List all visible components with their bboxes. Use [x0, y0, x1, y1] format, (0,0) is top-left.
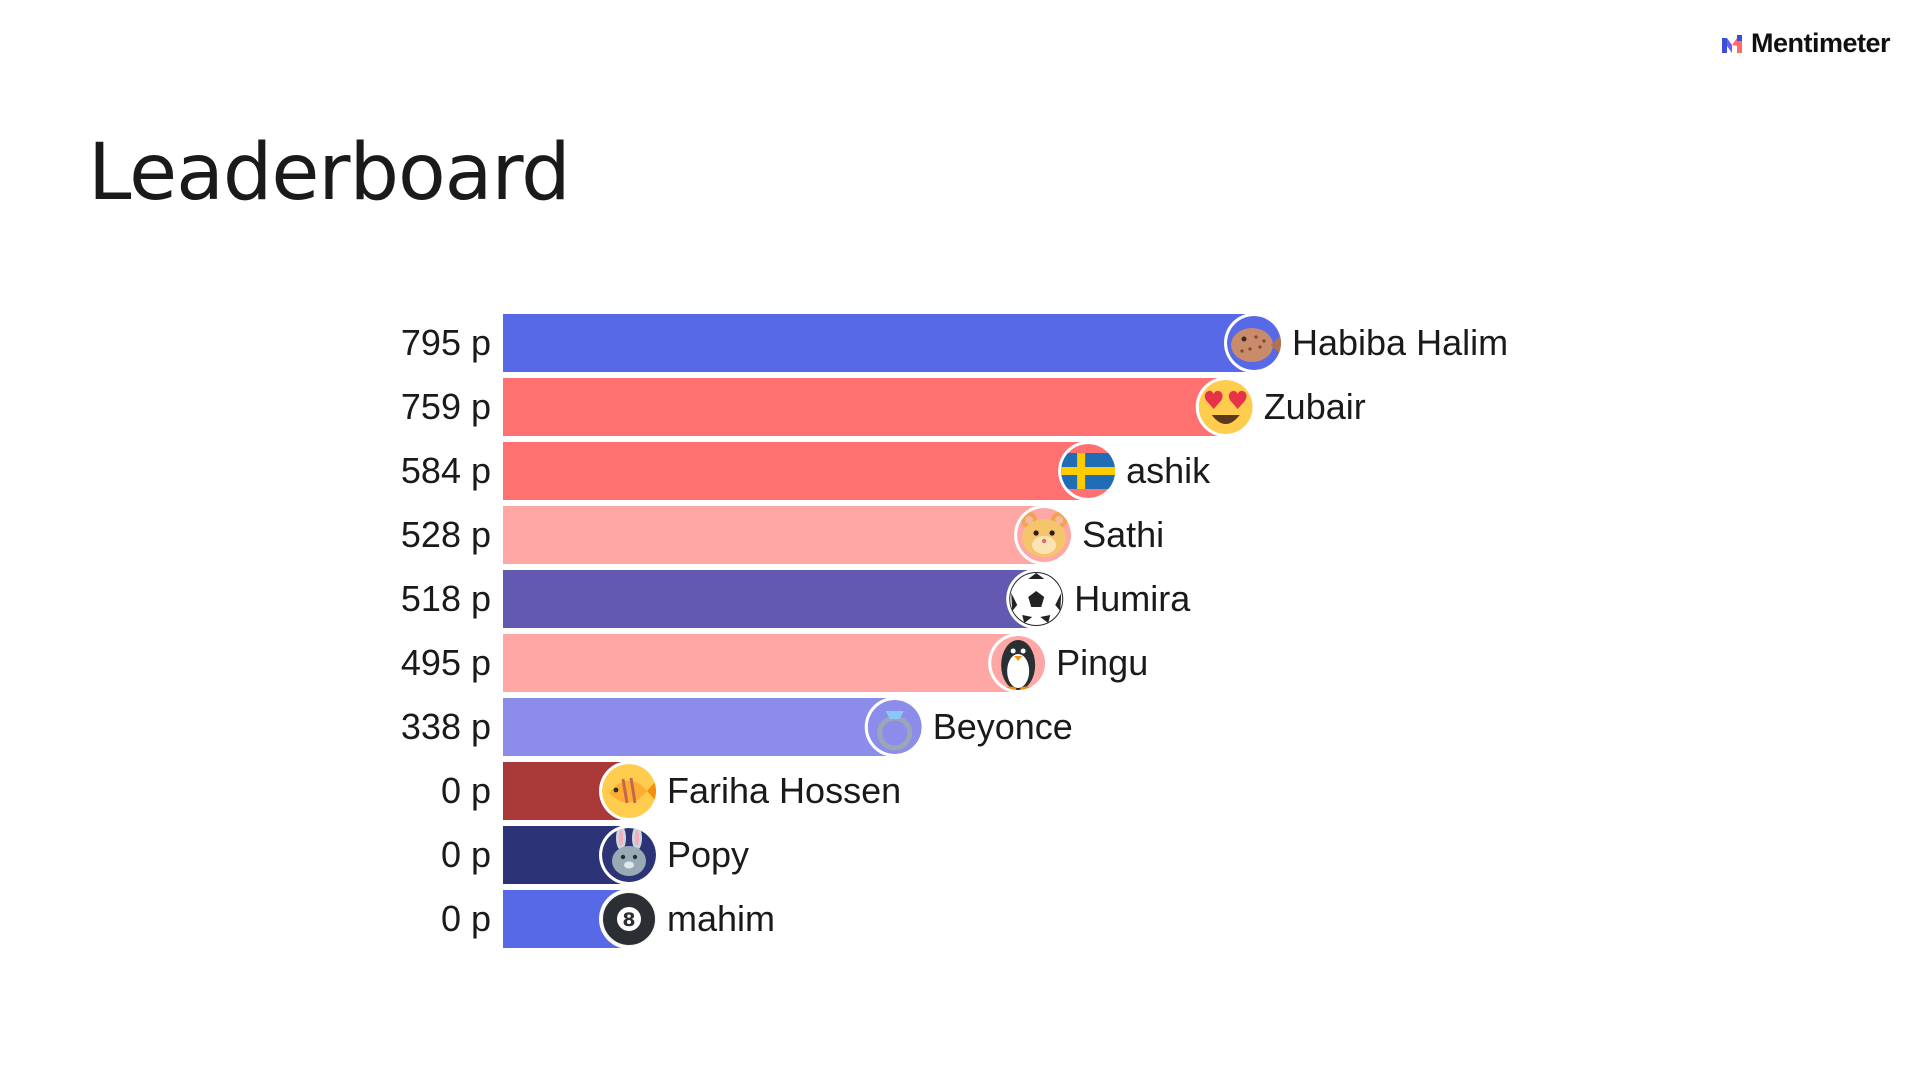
score-label: 518 p — [401, 578, 491, 619]
soccer-ball-icon — [1006, 569, 1067, 629]
score-label: 495 p — [401, 642, 491, 683]
participant-name: Zubair — [1264, 386, 1366, 427]
participant-name: Beyonce — [933, 706, 1073, 747]
participant-name: ashik — [1126, 450, 1211, 491]
score-label: 0 p — [441, 770, 491, 811]
participant-name: Pingu — [1056, 642, 1148, 683]
leaderboard-row: 0 p Fariha Hossen — [441, 761, 901, 821]
leaderboard-row: 0 p Popy — [441, 825, 749, 885]
score-bar — [503, 314, 1260, 372]
leaderboard-row: 518 p Humira — [401, 569, 1191, 629]
mentimeter-logo-icon — [1721, 34, 1742, 53]
score-label: 759 p — [401, 386, 491, 427]
hamster-icon — [1014, 505, 1075, 565]
brand: Mentimeter — [1721, 28, 1891, 59]
score-bar — [503, 378, 1232, 436]
penguin-icon — [988, 633, 1049, 693]
leaderboard-row: 584 p ashik — [401, 441, 1211, 501]
sweden-flag-icon — [1058, 441, 1119, 501]
brand-name: Mentimeter — [1750, 28, 1891, 58]
participant-name: Sathi — [1082, 514, 1164, 555]
participant-name: Popy — [667, 834, 749, 875]
participant-name: Habiba Halim — [1292, 322, 1508, 363]
score-label: 338 p — [401, 706, 491, 747]
leaderboard-row: 495 p Pingu — [401, 633, 1148, 693]
score-bar — [503, 634, 1025, 692]
heart-eyes-icon — [1195, 377, 1256, 437]
rabbit-icon — [599, 825, 659, 885]
leaderboard-row: 795 p Habiba Halim — [401, 313, 1508, 373]
score-label: 0 p — [441, 834, 491, 875]
leaderboard-row: 528 p Sathi — [401, 505, 1164, 565]
tropical-fish-icon — [599, 761, 659, 821]
participant-name: mahim — [667, 898, 775, 939]
score-bar — [503, 570, 1043, 628]
leaderboard-row: 759 p Zubair — [401, 377, 1366, 437]
page-title: Leaderboard — [88, 128, 571, 218]
pufferfish-icon — [1224, 313, 1284, 373]
eight-ball-icon: 8 — [599, 889, 659, 949]
score-bar — [503, 442, 1095, 500]
svg-text:8: 8 — [622, 909, 635, 931]
score-label: 0 p — [441, 898, 491, 939]
leaderboard-row: 0 p 8 mahim — [441, 889, 775, 949]
participant-name: Fariha Hossen — [667, 770, 901, 811]
score-label: 528 p — [401, 514, 491, 555]
score-label: 584 p — [401, 450, 491, 491]
score-label: 795 p — [401, 322, 491, 363]
score-bar — [503, 698, 901, 756]
leaderboard-row: 338 p Beyonce — [401, 697, 1073, 757]
score-bar — [503, 506, 1051, 564]
ring-icon — [864, 697, 925, 757]
participant-name: Humira — [1074, 578, 1191, 619]
